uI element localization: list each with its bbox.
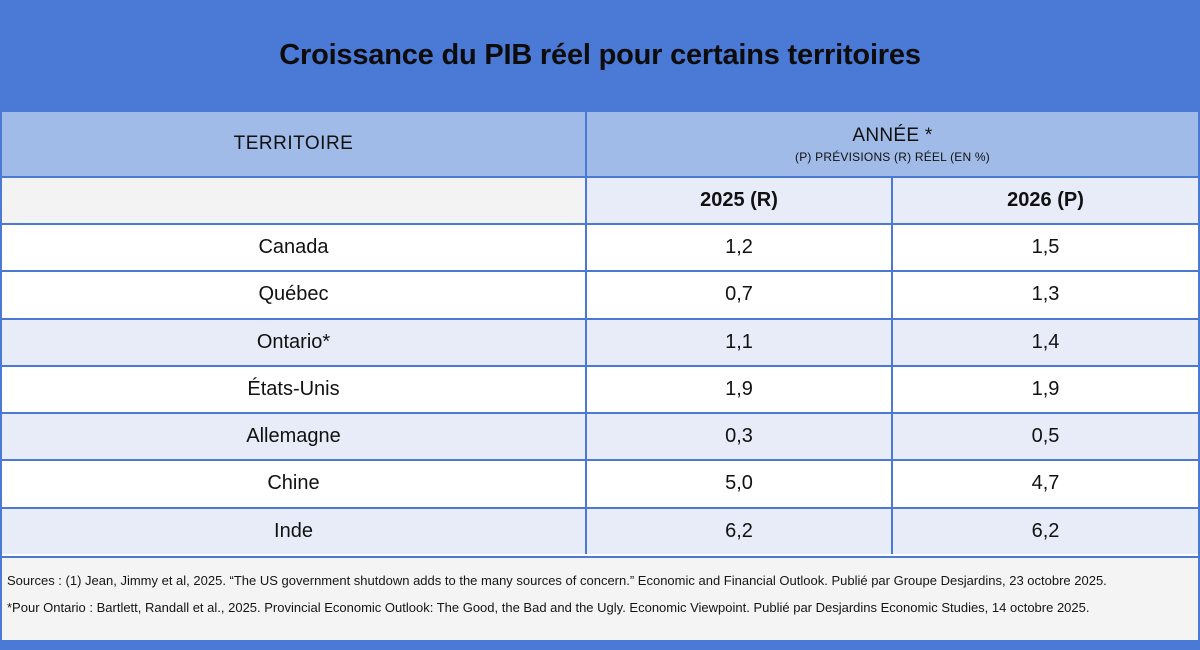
territory-cell: Québec (2, 270, 585, 317)
value-cell-2025: 0,3 (585, 412, 891, 460)
territory-cell: États-Unis (2, 364, 585, 412)
year-subheader-label: (P) PRÉVISIONS (R) RÉEL (EN %) (795, 149, 990, 164)
year-header-group: ANNÉE * (P) PRÉVISIONS (R) RÉEL (EN %) (795, 125, 990, 164)
source-line-2: *Pour Ontario : Bartlett, Randall et al.… (7, 600, 1090, 615)
value-cell-2025: 0,7 (585, 270, 891, 318)
territory-header-cell: TERRITOIRE (2, 112, 585, 176)
bottom-accent-bar (0, 640, 1200, 650)
territory-cell: Canada (2, 223, 585, 270)
value-cell-2026: 1,9 (891, 364, 1198, 413)
value-cell-2025: 5,0 (585, 459, 891, 507)
source-line-1: Sources : (1) Jean, Jimmy et al, 2025. “… (7, 573, 1107, 588)
value-cell-2025: 1,2 (585, 223, 891, 271)
territory-cell: Inde (2, 506, 585, 554)
territory-cell: Ontario* (2, 317, 585, 365)
value-cell-2025: 1,1 (585, 317, 891, 365)
value-cell-2026: 0,5 (891, 412, 1198, 460)
gdp-table: TERRITOIRE ANNÉE * (P) PRÉVISIONS (R) RÉ… (0, 110, 1200, 558)
value-cell-2026: 6,2 (891, 506, 1198, 554)
column-header-2026: 2026 (P) (891, 176, 1198, 223)
column-header-2025: 2025 (R) (585, 176, 891, 223)
territory-header-label: TERRITOIRE (233, 133, 354, 154)
title-bar: Croissance du PIB réel pour certains ter… (0, 0, 1200, 110)
value-cell-2026: 1,3 (891, 270, 1198, 318)
value-cell-2026: 1,5 (891, 223, 1198, 271)
year-header-label: ANNÉE * (852, 124, 933, 146)
sources-footnote: Sources : (1) Jean, Jimmy et al, 2025. “… (0, 558, 1200, 640)
page-title: Croissance du PIB réel pour certains ter… (279, 38, 921, 71)
value-cell-2025: 1,9 (585, 364, 891, 413)
territory-cell: Chine (2, 459, 585, 506)
year-header-cell: ANNÉE * (P) PRÉVISIONS (R) RÉEL (EN %) (585, 112, 1198, 176)
value-cell-2026: 4,7 (891, 459, 1198, 507)
territory-cell: Allemagne (2, 412, 585, 460)
empty-corner-cell (2, 176, 585, 223)
value-cell-2026: 1,4 (891, 317, 1198, 365)
value-cell-2025: 6,2 (585, 506, 891, 554)
